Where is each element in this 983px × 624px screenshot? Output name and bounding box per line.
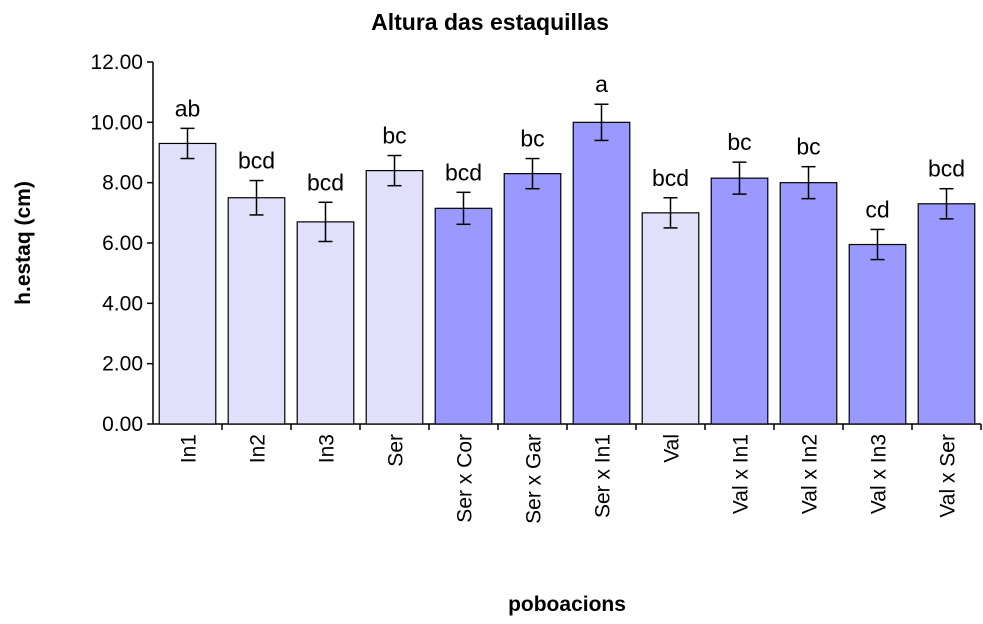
annotation: a (595, 71, 608, 97)
bar (434, 207, 493, 425)
y-tick-label: 4.00 (102, 292, 143, 315)
x-axis-label: poboacions (508, 593, 626, 616)
annotation: bcd (652, 165, 689, 191)
x-tick-label: Val x In3 (868, 434, 891, 514)
x-tick-label: Ser x In1 (592, 434, 615, 518)
annotation: bcd (445, 159, 482, 185)
x-tick-label: Ser x Gar (523, 434, 546, 524)
bar (227, 197, 286, 425)
bar (365, 170, 424, 425)
x-tick-label: In1 (178, 434, 201, 463)
annotation: bc (520, 126, 544, 152)
y-tick-label: 0.00 (102, 413, 143, 436)
y-tick-label: 8.00 (102, 172, 143, 195)
bar (710, 177, 769, 425)
bar (503, 173, 562, 425)
y-axis-label: h.estaq (cm) (12, 181, 35, 305)
x-tick-label: In3 (316, 434, 339, 463)
annotation: cd (865, 196, 889, 222)
annotation: bc (727, 129, 751, 155)
bar (641, 212, 700, 425)
annotation: bc (382, 123, 406, 149)
bar (296, 221, 355, 425)
x-tick-label: Val x In2 (799, 434, 822, 514)
y-tick-label: 6.00 (102, 232, 143, 255)
x-tick-label: In2 (247, 434, 270, 463)
x-tick-label: Val (661, 434, 684, 463)
y-tick-label: 10.00 (90, 111, 143, 134)
x-tick-label: Ser x Cor (454, 434, 477, 523)
annotation: bcd (928, 156, 965, 182)
bar (158, 142, 217, 425)
annotation: bcd (307, 169, 344, 195)
x-tick-label: Val x Ser (937, 434, 960, 518)
x-tick-label: Ser (385, 434, 408, 467)
chart-title: Altura das estaquillas (371, 9, 609, 35)
x-tick-label: Val x In1 (730, 434, 753, 514)
annotation: bcd (238, 148, 275, 174)
annotation: bc (796, 134, 820, 160)
annotation: ab (175, 95, 201, 121)
bar (848, 243, 907, 425)
bar (917, 203, 976, 425)
bar (572, 121, 631, 425)
y-tick-label: 2.00 (102, 353, 143, 376)
bar (779, 182, 838, 425)
y-tick-label: 12.00 (90, 51, 143, 74)
